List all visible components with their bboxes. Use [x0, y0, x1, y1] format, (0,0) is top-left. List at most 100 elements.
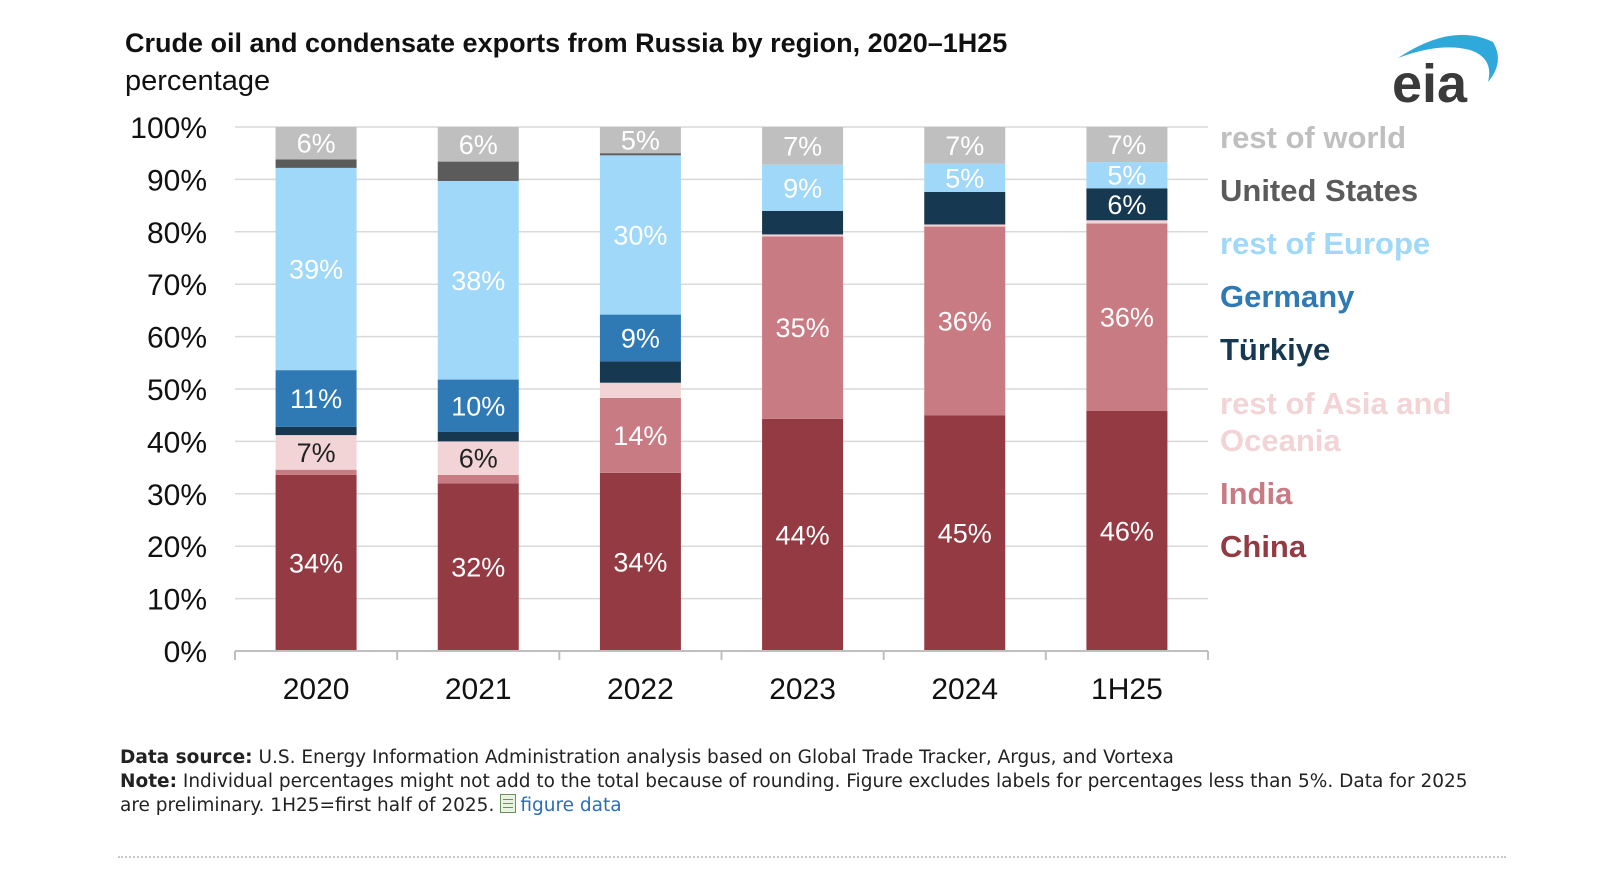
data-label: 5% — [621, 126, 660, 156]
bar-segment — [599, 155, 681, 315]
data-label: 36% — [938, 306, 992, 336]
bar-segment — [924, 127, 1006, 164]
data-label: 38% — [451, 266, 505, 296]
bar-segment — [762, 210, 844, 235]
bar-segment — [599, 397, 681, 473]
bar-segment — [1086, 223, 1168, 412]
legend-entry: rest of world — [1220, 120, 1406, 155]
bar-segment — [599, 314, 681, 362]
data-label: 32% — [451, 553, 505, 583]
bar-segment — [599, 153, 681, 156]
bar-segment — [437, 431, 519, 442]
eia-logo: eia — [1392, 34, 1498, 114]
bar-segment — [762, 418, 844, 651]
data-label: 36% — [1100, 303, 1154, 333]
figure-data-link[interactable]: figure data — [520, 795, 622, 816]
y-tick-label: 100% — [130, 112, 207, 145]
source-line: Data source: U.S. Energy Information Adm… — [120, 746, 1500, 770]
data-label: 30% — [613, 220, 667, 250]
data-label: 5% — [945, 163, 984, 193]
note-label: Note: — [120, 771, 177, 792]
data-label: 46% — [1100, 517, 1154, 547]
legend-entry: Türkiye — [1220, 332, 1330, 367]
legend-entry: China — [1220, 529, 1307, 564]
bar-segment — [275, 167, 357, 371]
bar-segment — [1086, 220, 1168, 224]
bar-segment — [599, 361, 681, 383]
data-label: 7% — [945, 131, 984, 161]
bar-segment — [437, 127, 519, 162]
y-tick-label: 20% — [147, 531, 207, 564]
bar-segment — [924, 226, 1006, 416]
x-tick-label: 2024 — [931, 673, 998, 706]
data-label: 6% — [459, 130, 498, 160]
bar-segment — [924, 163, 1006, 192]
data-label: 45% — [938, 519, 992, 549]
bar-segment — [762, 234, 844, 237]
chart-subtitle: percentage — [125, 65, 270, 97]
y-tick-label: 10% — [147, 584, 207, 617]
bar-segment — [1086, 127, 1168, 163]
legend-entry: rest of Europe — [1220, 226, 1430, 261]
bar-segment — [437, 379, 519, 432]
bar-segment — [599, 472, 681, 651]
note-text: Individual percentages might not add to … — [120, 771, 1468, 816]
bar-segment — [275, 370, 357, 427]
chart-title: Crude oil and condensate exports from Ru… — [125, 28, 1007, 58]
x-axis: 2020 2021 2022 2023 2024 1H25 — [234, 650, 1209, 706]
y-tick-label: 30% — [147, 479, 207, 512]
y-axis: 0% 10% 20% 30% 40% 50% 60% 70% 80% 90% 100% — [130, 112, 207, 669]
x-tick-label: 2022 — [607, 673, 674, 706]
data-label: 9% — [621, 323, 660, 353]
y-tick-label: 40% — [147, 426, 207, 459]
bar-segment — [437, 483, 519, 651]
data-label: 6% — [297, 129, 336, 159]
data-label: 6% — [459, 444, 498, 474]
bar-segment — [924, 191, 1006, 225]
y-tick-label: 0% — [164, 636, 207, 669]
logo-arc-icon — [1398, 34, 1498, 82]
data-label: 10% — [451, 391, 505, 421]
bar-segment — [1086, 188, 1168, 221]
bar-segment — [437, 161, 519, 181]
data-label: 11% — [290, 384, 342, 414]
bar-segment — [275, 159, 357, 168]
source-text: U.S. Energy Information Administration a… — [258, 747, 1174, 768]
legend-entry: Germany — [1220, 279, 1355, 314]
spreadsheet-icon — [500, 794, 517, 813]
data-label: 5% — [1107, 161, 1146, 191]
data-label: 34% — [289, 548, 343, 578]
data-label: 7% — [297, 438, 336, 468]
chart-footer: Data source: U.S. Energy Information Adm… — [120, 746, 1500, 818]
data-label: 39% — [289, 255, 343, 285]
data-label: 7% — [783, 131, 822, 161]
y-tick-label: 60% — [147, 322, 207, 355]
bar-segment — [437, 180, 519, 380]
bar-segment — [599, 382, 681, 398]
bar-segment — [275, 469, 357, 475]
bar-segment — [599, 127, 681, 154]
bar-segment — [762, 164, 844, 211]
legend: China India rest of Asia and Oceania Türkiye… — [1220, 120, 1451, 564]
data-label: 34% — [613, 547, 667, 577]
bars: 34% 7% 11% 39% 6% 32% 6% 10% 38% 6% 34% 14% 9% 30% 5% 4… — [275, 126, 1168, 651]
bar-segment — [437, 441, 519, 475]
y-tick-label: 70% — [147, 269, 207, 302]
data-label: 35% — [776, 313, 830, 343]
bar-segment — [275, 426, 357, 436]
y-tick-label: 80% — [147, 217, 207, 250]
bar-segment — [275, 474, 357, 651]
bar-segment — [275, 127, 357, 160]
data-label: 14% — [613, 421, 667, 451]
bar-segment — [1086, 162, 1168, 189]
y-tick-label: 90% — [147, 164, 207, 197]
bar-segment — [437, 474, 519, 484]
legend-entry: India — [1220, 476, 1293, 511]
x-tick-label: 2021 — [445, 673, 512, 706]
logo-text: eia — [1392, 54, 1468, 114]
data-label: 7% — [1107, 130, 1146, 160]
data-label: 6% — [1107, 190, 1146, 220]
x-tick-label: 2020 — [283, 673, 350, 706]
bar-segment — [762, 127, 844, 165]
